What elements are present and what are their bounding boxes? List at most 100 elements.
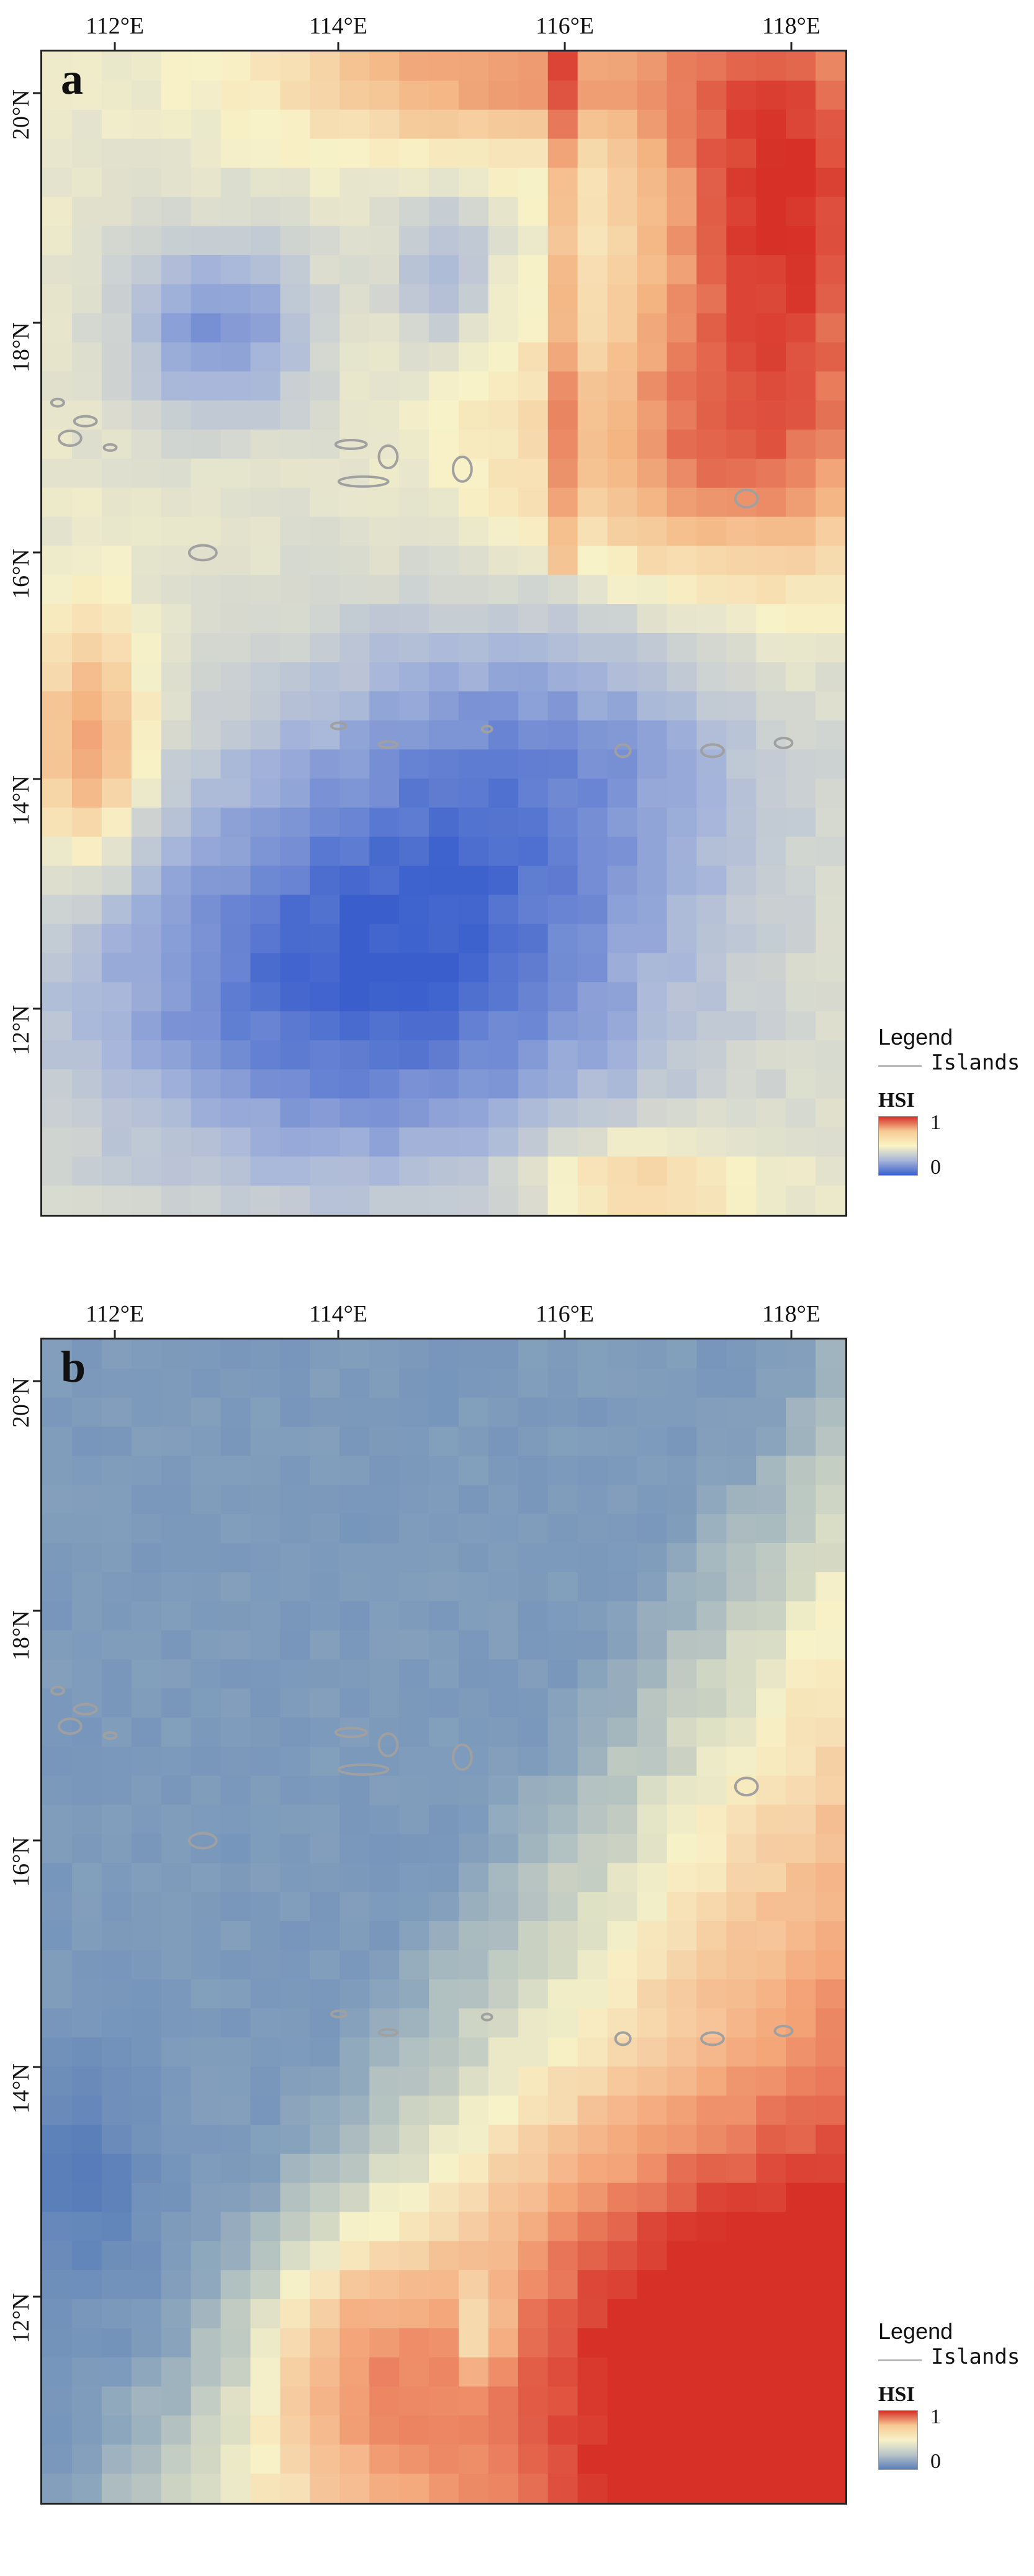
hsi-cell: [547, 604, 578, 634]
hsi-cell: [577, 516, 608, 547]
hsi-cell: [816, 2386, 845, 2416]
hsi-cell: [637, 1011, 668, 1041]
hsi-cell: [577, 836, 608, 867]
hsi-cell: [220, 604, 251, 634]
hsi-cell: [726, 284, 757, 314]
hsi-cell: [577, 52, 608, 81]
hsi-cell: [310, 2096, 340, 2125]
hsi-cell: [71, 313, 102, 343]
hsi-cell: [696, 2444, 727, 2474]
hsi-cell: [42, 2212, 73, 2241]
hsi-cell: [518, 1950, 549, 1980]
hsi-cell: [250, 80, 281, 110]
hsi-cell: [488, 400, 519, 430]
hsi-cell: [816, 953, 845, 983]
hsi-cell: [42, 604, 73, 634]
y-tick-mark: [33, 778, 40, 780]
hsi-cell: [101, 2444, 132, 2474]
hsi-cell: [637, 1601, 668, 1631]
hsi-cell: [280, 1340, 310, 1369]
hsi-cell: [458, 1718, 489, 1747]
hsi-cell: [577, 2241, 608, 2271]
hsi-cell: [696, 604, 727, 634]
hsi-cell: [458, 1601, 489, 1631]
hsi-cell: [42, 1804, 73, 1835]
hsi-cell: [696, 342, 727, 372]
hsi-cell: [786, 254, 816, 285]
hsi-cell: [310, 1834, 340, 1863]
hsi-cell: [756, 604, 786, 634]
hsi-cell: [220, 778, 251, 808]
hsi-cell: [429, 430, 459, 459]
hsi-cell: [161, 2444, 192, 2474]
hsi-cell: [726, 1542, 757, 1573]
hsi-cell: [756, 2270, 786, 2300]
hsi-cell: [310, 1069, 340, 1099]
hsi-cell: [488, 1456, 519, 1485]
hsi-cell: [101, 1098, 132, 1128]
hsi-cell: [577, 633, 608, 663]
hsi-cell: [458, 808, 489, 837]
hsi-cell: [310, 2270, 340, 2300]
hsi-cell: [42, 1011, 73, 1041]
hsi-cell: [637, 342, 668, 372]
hsi-cell: [429, 924, 459, 953]
hsi-cell: [458, 546, 489, 575]
hsi-cell: [786, 1979, 816, 2009]
hsi-cell: [726, 2212, 757, 2241]
hsi-cell: [339, 546, 370, 575]
hsi-cell: [42, 371, 73, 401]
hsi-cell: [191, 1572, 222, 1602]
hsi-cell: [547, 1426, 578, 1456]
hsi-cell: [756, 2037, 786, 2067]
hsi-cell: [131, 400, 162, 430]
hsi-cell: [429, 1950, 459, 1980]
hsi-cell: [637, 1127, 668, 1157]
hsi-cell: [577, 982, 608, 1012]
hsi-cell: [71, 749, 102, 779]
hsi-cell: [161, 1863, 192, 1893]
hsi-cell: [786, 1542, 816, 1573]
hsi-cell: [310, 662, 340, 692]
hsi-cell: [310, 2357, 340, 2387]
hsi-cell: [458, 720, 489, 750]
hsi-cell: [399, 1950, 429, 1980]
hsi-cell: [488, 1340, 519, 1369]
island-outline: [377, 740, 399, 749]
hsi-cell: [369, 865, 400, 896]
hsi-cell: [816, 749, 845, 779]
hsi-cell: [518, 1921, 549, 1951]
hsi-cell: [42, 80, 73, 110]
hsi-cell: [518, 168, 549, 197]
hsi-cell: [131, 1397, 162, 1428]
hsi-cell: [607, 487, 638, 518]
hsi-cell: [161, 1485, 192, 1515]
hsi-cell: [191, 1863, 222, 1893]
hsi-cell: [42, 2357, 73, 2387]
hsi-cell: [607, 1485, 638, 1515]
hsi-cell: [369, 691, 400, 721]
hsi-cell: [280, 2096, 310, 2125]
hsi-cell: [756, 1572, 786, 1602]
hsi-cell: [369, 1514, 400, 1544]
hsi-cell: [250, 2212, 281, 2241]
hsi-cell: [161, 1397, 192, 1428]
x-tick-118e: 118°E: [762, 13, 820, 39]
hsi-cell: [667, 2444, 697, 2474]
hsi-cell: [280, 1804, 310, 1835]
hsi-cell: [250, 2415, 281, 2445]
panel-label-a: a: [61, 54, 83, 104]
hsi-cell: [429, 808, 459, 837]
hsi-cell: [369, 1426, 400, 1456]
hsi-cell: [637, 836, 668, 867]
hsi-cell: [816, 1127, 845, 1157]
hsi-cell: [607, 1863, 638, 1893]
hsi-cell: [369, 1688, 400, 1718]
hsi-cell: [220, 2037, 251, 2067]
hsi-cell: [369, 836, 400, 867]
hsi-cell: [220, 691, 251, 721]
hsi-cell: [786, 691, 816, 721]
hsi-cell: [547, 1186, 578, 1215]
hsi-cell: [637, 1485, 668, 1515]
hsi-cell: [756, 138, 786, 168]
